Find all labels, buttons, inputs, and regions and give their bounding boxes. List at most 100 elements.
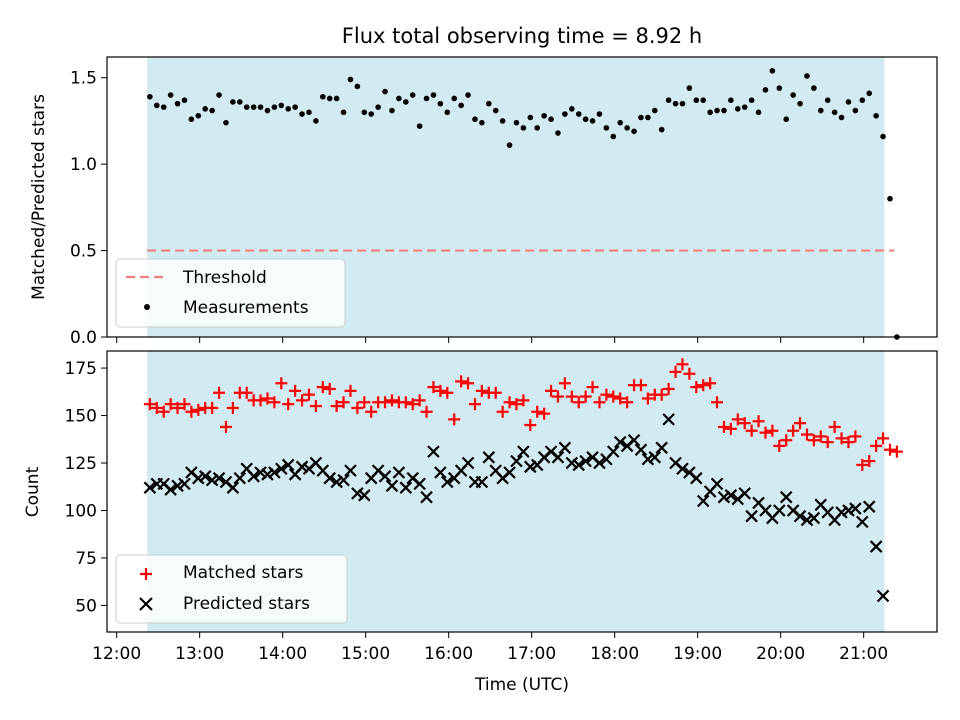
predicted-star-point bbox=[856, 515, 869, 529]
measurement-point bbox=[160, 104, 167, 110]
predicted-star-point bbox=[427, 445, 440, 458]
measurement-point bbox=[880, 133, 886, 140]
measurement-point bbox=[700, 97, 707, 104]
matched-star-point bbox=[434, 384, 447, 397]
matched-star-point bbox=[558, 377, 571, 390]
predicted-star-point bbox=[807, 511, 821, 525]
matched-star-point bbox=[717, 420, 730, 433]
measurement-point bbox=[603, 125, 610, 131]
matched-star-point bbox=[662, 382, 675, 395]
measurement-point bbox=[762, 87, 769, 93]
measurement-point bbox=[167, 92, 174, 98]
predicted-star-point bbox=[662, 413, 675, 426]
measurement-point bbox=[672, 100, 679, 107]
matched-star-point bbox=[794, 417, 807, 430]
predicted-star-point bbox=[572, 458, 585, 472]
legend-matched-label: Matched stars bbox=[183, 563, 303, 583]
predicted-star-point bbox=[849, 502, 862, 515]
matched-star-point bbox=[330, 400, 343, 413]
measurement-point bbox=[340, 109, 347, 116]
x-tick-label: 13:00 bbox=[175, 644, 224, 664]
measurement-point bbox=[714, 107, 720, 114]
bottom-legend-box bbox=[115, 554, 348, 624]
predicted-star-point bbox=[690, 471, 703, 485]
predicted-star-point bbox=[627, 433, 641, 447]
predicted-star-point bbox=[551, 451, 565, 464]
predicted-star-point bbox=[655, 441, 668, 455]
matched-star-point bbox=[545, 384, 558, 397]
measurement-point bbox=[790, 92, 796, 98]
predicted-star-point bbox=[358, 489, 371, 502]
predicted-star-point bbox=[385, 479, 399, 493]
predicted-star-point bbox=[773, 504, 786, 517]
matched-star-point bbox=[883, 443, 896, 456]
predicted-star-point bbox=[696, 494, 710, 508]
matched-star-point bbox=[365, 405, 378, 418]
matched-star-point bbox=[448, 413, 461, 426]
measurements-points bbox=[147, 68, 900, 340]
matched-star-point bbox=[351, 401, 364, 414]
measurement-point bbox=[154, 102, 160, 109]
measurement-point bbox=[237, 99, 243, 105]
matched-star-point bbox=[406, 398, 419, 411]
measurement-point bbox=[299, 111, 305, 117]
measurement-point bbox=[209, 107, 215, 114]
legend-measurements-label: Measurements bbox=[183, 298, 309, 318]
chart-title: Flux total observing time = 8.92 h bbox=[342, 24, 702, 48]
x-axis-label: Time (UTC) bbox=[474, 675, 569, 695]
measurement-point bbox=[292, 104, 298, 110]
matched-star-point bbox=[219, 420, 232, 433]
matched-star-point bbox=[206, 401, 219, 414]
matched-star-point bbox=[462, 377, 475, 390]
top-y-tick-label: 1.0 bbox=[70, 155, 97, 175]
measurement-point bbox=[824, 97, 831, 104]
matched-star-point bbox=[226, 401, 239, 414]
predicted-star-point bbox=[517, 445, 530, 458]
measurement-point bbox=[665, 97, 672, 104]
matched-star-point bbox=[835, 432, 848, 445]
matched-star-point bbox=[420, 405, 433, 418]
x-tick-label: 14:00 bbox=[258, 644, 307, 664]
measurement-point bbox=[527, 114, 534, 121]
measurement-point bbox=[513, 119, 520, 126]
matched-star-point bbox=[309, 400, 322, 413]
matched-star-point bbox=[586, 381, 599, 394]
predicted-star-point bbox=[558, 441, 572, 455]
matched-star-point bbox=[780, 434, 793, 447]
matched-star-point bbox=[773, 439, 786, 452]
measurement-point bbox=[382, 88, 388, 95]
matched-star-point bbox=[697, 379, 710, 392]
legend-predicted-label: Predicted stars bbox=[183, 594, 310, 614]
bottom-y-tick-label: 75 bbox=[75, 549, 97, 569]
measurement-point bbox=[409, 92, 416, 98]
legend-matched-swatch bbox=[140, 568, 152, 580]
measurement-point bbox=[465, 92, 471, 98]
measurement-point bbox=[582, 116, 589, 123]
matched-star-point bbox=[143, 398, 156, 411]
predicted-star-point bbox=[593, 456, 606, 470]
matched-star-point bbox=[538, 407, 551, 420]
measurement-point bbox=[313, 118, 319, 124]
matched-star-point bbox=[614, 392, 627, 405]
x-tick-label: 12:00 bbox=[92, 644, 141, 664]
predicted-star-point bbox=[710, 477, 724, 491]
matched-star-point bbox=[655, 388, 668, 401]
measurement-point bbox=[333, 95, 340, 102]
measurement-point bbox=[562, 111, 568, 117]
matched-star-point bbox=[551, 390, 564, 403]
predicted-star-point bbox=[724, 489, 738, 502]
matched-star-point bbox=[268, 396, 281, 409]
top-panel: 0.0 0.5 1.0 1.5 Flux total observing time =… bbox=[29, 24, 938, 348]
predicted-star-point bbox=[378, 470, 392, 483]
matched-star-point bbox=[517, 394, 530, 407]
predicted-star-point bbox=[337, 473, 350, 487]
measurement-point bbox=[783, 116, 790, 123]
measurement-point bbox=[741, 104, 748, 110]
predicted-star-point bbox=[275, 462, 288, 475]
bottom-y-ticks: 50 75 100 125 150 175 bbox=[65, 359, 107, 616]
matched-star-point bbox=[289, 384, 302, 397]
top-x-ticks bbox=[116, 337, 865, 343]
matched-star-point bbox=[565, 390, 578, 403]
predicted-star-point bbox=[482, 451, 496, 464]
